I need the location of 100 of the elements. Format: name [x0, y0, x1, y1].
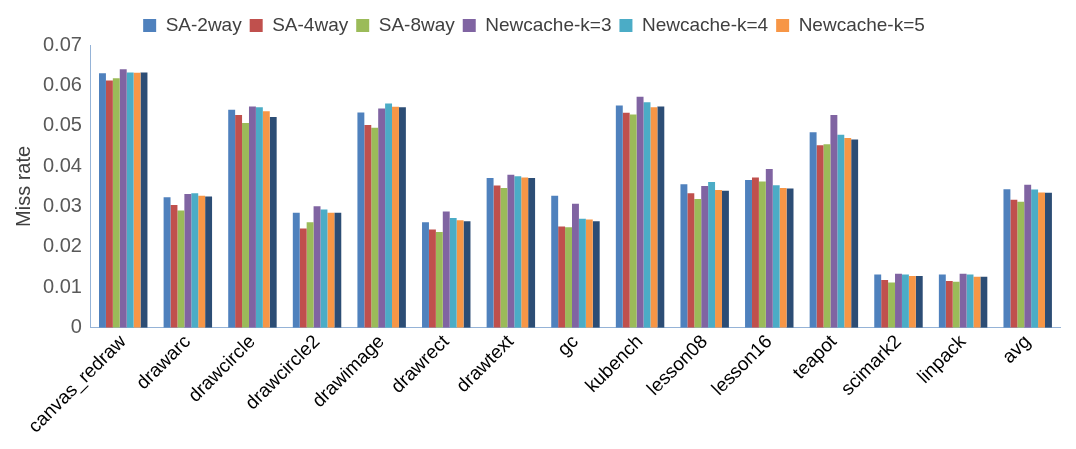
bar — [327, 212, 335, 328]
bar — [694, 198, 702, 328]
bar — [306, 222, 314, 328]
bar — [177, 210, 185, 328]
bar — [721, 190, 729, 328]
bar — [572, 203, 579, 328]
bar — [514, 176, 522, 328]
bar — [133, 72, 141, 328]
bar — [228, 109, 236, 328]
bar — [269, 116, 277, 328]
bar — [973, 276, 981, 328]
x-tick-label: gc — [552, 330, 582, 360]
bar — [901, 274, 909, 328]
bar — [205, 196, 213, 328]
bar — [1024, 184, 1032, 328]
y-tick-label: 0.07 — [42, 32, 82, 55]
bar — [334, 212, 342, 328]
bar — [1003, 189, 1011, 328]
bar — [874, 274, 882, 328]
bar — [184, 194, 192, 328]
bar — [262, 111, 270, 328]
bar — [357, 112, 365, 328]
bar — [952, 281, 960, 328]
bar — [650, 107, 658, 328]
bar — [521, 177, 529, 328]
bar — [392, 106, 399, 328]
bar — [578, 218, 586, 328]
y-tick-label: 0 — [70, 315, 82, 338]
bar — [428, 229, 436, 328]
y-axis-title: Miss rate — [11, 145, 34, 227]
legend-label: Newcache-k=4 — [641, 13, 769, 35]
bar — [558, 226, 566, 328]
bar — [765, 169, 773, 328]
legend-label: SA-2way — [165, 13, 243, 35]
bar — [1010, 199, 1018, 328]
bar — [99, 73, 106, 328]
legend-label: SA-8way — [378, 13, 456, 35]
bar — [629, 114, 637, 328]
bar — [844, 137, 852, 328]
bar — [198, 195, 206, 328]
bar — [1038, 192, 1045, 328]
bar — [779, 188, 787, 328]
bar — [119, 69, 127, 328]
bar — [959, 273, 967, 328]
legend-label: Newcache-k=5 — [798, 13, 925, 35]
bar — [1017, 201, 1025, 328]
y-tick-label: 0.03 — [42, 194, 82, 217]
bar — [915, 276, 923, 328]
bar — [248, 106, 256, 328]
bar — [191, 193, 199, 328]
y-tick-label: 0.01 — [42, 274, 82, 297]
bar — [895, 273, 902, 328]
x-tick-label: avg — [997, 330, 1035, 368]
bar — [851, 139, 859, 328]
bar — [1045, 192, 1052, 328]
bar — [772, 185, 780, 328]
bar — [255, 107, 263, 328]
bar — [622, 112, 630, 328]
bar — [313, 206, 321, 328]
bar — [364, 124, 372, 328]
bar — [292, 212, 300, 328]
bar — [809, 132, 817, 328]
bar — [507, 174, 515, 328]
bar — [687, 193, 695, 328]
bar — [657, 106, 665, 328]
bar — [938, 274, 946, 328]
bar — [715, 190, 722, 328]
bar — [528, 177, 536, 328]
bar — [398, 107, 406, 328]
y-tick-label: 0.05 — [42, 113, 82, 136]
bar — [758, 181, 766, 328]
bar — [126, 72, 134, 328]
bar — [378, 108, 386, 328]
bar — [908, 276, 916, 328]
bar — [449, 217, 457, 328]
bar — [422, 222, 429, 328]
legend-label: SA-4way — [272, 13, 349, 35]
bar — [551, 195, 559, 328]
bar — [816, 145, 824, 328]
bar — [1031, 189, 1039, 328]
y-tick-label: 0.04 — [42, 153, 82, 176]
bar — [980, 276, 988, 328]
bar — [837, 134, 845, 328]
bar — [299, 228, 307, 328]
bar — [112, 78, 120, 328]
bar — [751, 177, 759, 328]
bar — [830, 114, 838, 328]
bar — [500, 188, 508, 328]
bar — [565, 227, 572, 328]
bar — [242, 122, 249, 328]
bar — [881, 280, 889, 328]
bar — [592, 221, 600, 328]
bar — [786, 188, 794, 328]
bar — [442, 211, 450, 328]
bar — [435, 232, 443, 328]
bar — [636, 96, 644, 328]
bar — [486, 177, 494, 328]
bar — [371, 127, 379, 328]
bar — [708, 181, 716, 328]
y-tick-label: 0.02 — [42, 234, 82, 257]
